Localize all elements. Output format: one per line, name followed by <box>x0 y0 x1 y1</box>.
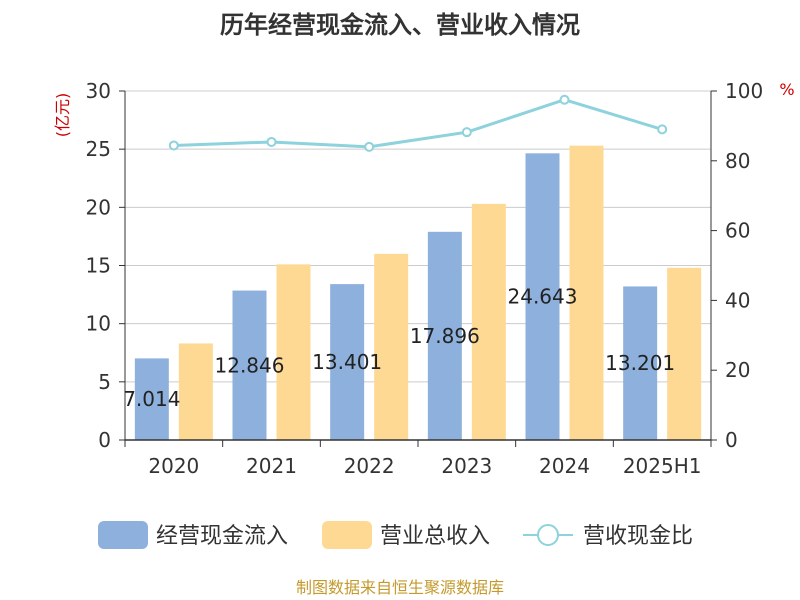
ratio-point <box>559 94 570 105</box>
legend-ratio-swatch-marker <box>537 524 559 546</box>
x-tick-label: 2022 <box>344 454 395 478</box>
ratio-line <box>168 94 668 152</box>
gridlines <box>125 90 711 383</box>
source-note: 制图数据来自恒生聚源数据库 <box>296 578 504 597</box>
bar-revenue <box>374 253 409 440</box>
bar-cash-inflow <box>232 290 267 440</box>
right-tick-label: 40 <box>725 288 750 312</box>
left-tick-label: 5 <box>98 370 111 394</box>
bar-data-label: 7.014 <box>123 387 180 411</box>
x-tick-label: 2024 <box>539 454 590 478</box>
ratio-point <box>461 127 472 138</box>
legend-ratio-label: 营收现金比 <box>583 524 693 549</box>
ratio-line-path <box>173 98 663 149</box>
left-tick-label: 15 <box>86 254 111 278</box>
x-tick-label: 2020 <box>148 454 199 478</box>
bar-cash-inflow <box>623 286 658 440</box>
bar-revenue <box>471 203 506 440</box>
bar-data-label: 12.846 <box>215 353 285 377</box>
axes: 0 5 10 15 20 25 30 0 20 40 60 80 100 2020 2021 2022 2023… <box>86 79 764 478</box>
left-tick-label: 20 <box>86 195 111 219</box>
bar-labels: 7.014 12.846 13.401 17.896 24.643 13.201 <box>123 285 675 412</box>
bar-data-label: 13.401 <box>312 350 382 374</box>
chart-title: 历年经营现金流入、营业收入情况 <box>220 11 580 39</box>
right-tick-label: 80 <box>725 149 750 173</box>
bar-cash-inflow <box>427 231 462 440</box>
right-tick-label: 100 <box>725 79 763 103</box>
bar-data-label: 13.201 <box>605 351 675 375</box>
x-tick-label: 2021 <box>246 454 297 478</box>
legend-cash-inflow-swatch <box>98 521 148 549</box>
left-tick-label: 25 <box>86 137 111 161</box>
left-tick-label: 0 <box>98 428 111 452</box>
x-tick-label: 2023 <box>441 454 492 478</box>
ratio-point <box>168 140 179 151</box>
ratio-point <box>364 141 375 152</box>
bar-cash-inflow <box>525 153 560 440</box>
bar-revenue <box>569 145 604 440</box>
bar-data-label: 17.896 <box>410 324 480 348</box>
bar-revenue <box>178 343 213 440</box>
legend-revenue-swatch <box>322 521 372 549</box>
legend-revenue-label: 营业总收入 <box>380 524 490 549</box>
legend-cash-inflow-label: 经营现金流入 <box>156 524 288 549</box>
right-tick-label: 0 <box>725 428 738 452</box>
bars <box>134 145 702 440</box>
right-tick-label: 60 <box>725 219 750 243</box>
right-axis-unit: % <box>779 80 794 99</box>
bar-cash-inflow <box>330 284 365 440</box>
right-tick-label: 20 <box>725 358 750 382</box>
bar-cash-inflow <box>134 358 169 440</box>
left-axis-unit: (亿元) <box>53 93 72 138</box>
bar-revenue <box>276 264 311 440</box>
x-tick-label: 2025H1 <box>623 454 702 478</box>
legend: 经营现金流入 营业总收入 营收现金比 <box>98 521 693 549</box>
ratio-point <box>266 136 277 147</box>
left-tick-label: 10 <box>86 312 111 336</box>
bar-revenue <box>667 267 702 440</box>
ratio-point <box>657 124 668 135</box>
bar-data-label: 24.643 <box>508 285 578 309</box>
left-tick-label: 30 <box>86 79 111 103</box>
